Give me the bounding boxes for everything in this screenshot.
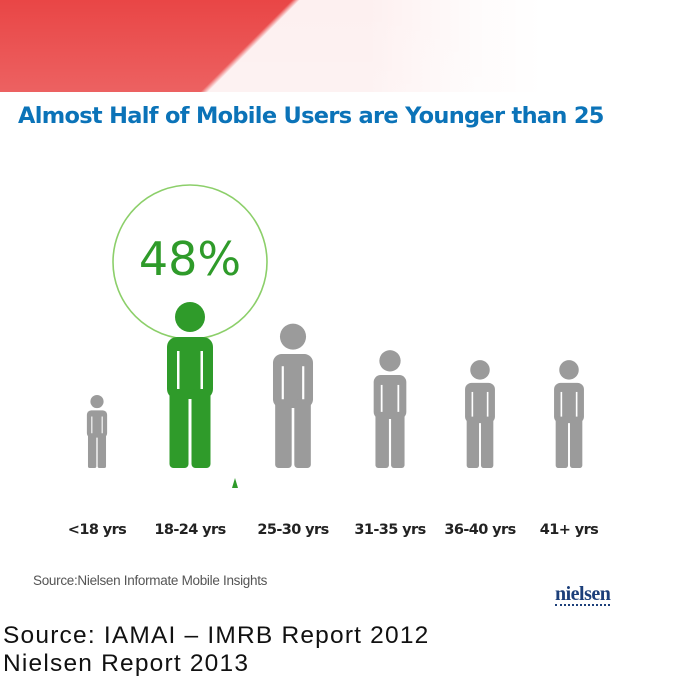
paper-overlay (0, 0, 677, 92)
person-figure-2 (272, 323, 314, 468)
white-wedge (0, 0, 677, 92)
background-band (0, 0, 677, 92)
chart-svg: 48% <18 yrs 18-24 yrs 25-30 yrs 31-35 yrs 36-… (68, 184, 599, 538)
source-note: Source:Nielsen Informate Mobile Insights (33, 573, 268, 588)
person-figure-3 (373, 350, 407, 468)
category-label-5: 41+ yrs (540, 522, 598, 538)
source-citation-line1: Source: IAMAI – IMRB Report 2012 (3, 622, 430, 649)
category-label-0: <18 yrs (68, 522, 126, 538)
chart-panel (10, 92, 677, 612)
category-label-2: 25-30 yrs (257, 522, 328, 538)
highlight-value-label: 48% (139, 232, 241, 286)
category-label-1: 18-24 yrs (154, 522, 225, 538)
person-figure-5 (554, 360, 584, 468)
person-figure-1 (167, 302, 213, 468)
person-figure-4 (465, 360, 495, 468)
person-figure-0 (86, 394, 108, 468)
source-citation: Source: IAMAI – IMRB Report 2012 Nielsen… (3, 622, 430, 678)
marker-triangle (232, 478, 238, 488)
nielsen-logo: nielsen (555, 583, 611, 606)
category-label-4: 36-40 yrs (444, 522, 515, 538)
source-citation-line2: Nielsen Report 2013 (3, 650, 250, 677)
chart-title: Almost Half of Mobile Users are Younger … (18, 103, 604, 129)
category-label-3: 31-35 yrs (354, 522, 425, 538)
